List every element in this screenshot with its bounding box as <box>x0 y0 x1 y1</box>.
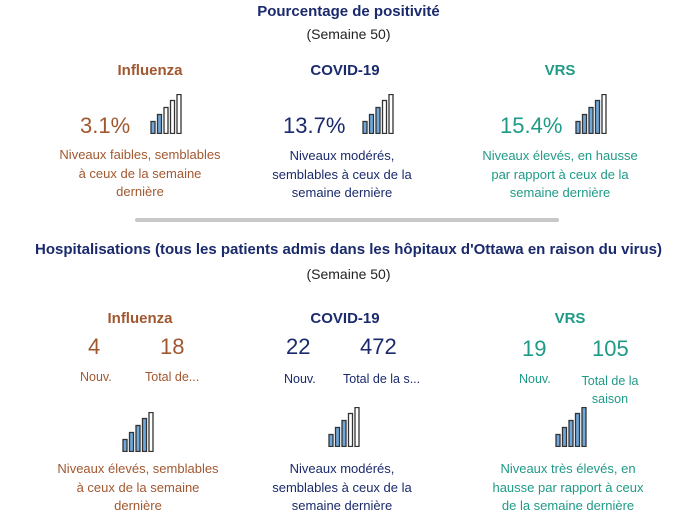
desc-line: dernière <box>116 184 164 199</box>
hospital-rsv-total-label: Total de la saison <box>572 372 648 408</box>
positivity-rsv-level-icon <box>575 94 607 134</box>
level-bar <box>388 94 394 134</box>
level-bar <box>328 433 334 447</box>
level-bar <box>381 99 388 134</box>
hospital-influenza-level-icon <box>122 412 154 452</box>
hospital-covid-label: COVID-19 <box>310 310 380 327</box>
hospital-title: Hospitalisations (tous les patients admi… <box>34 241 663 258</box>
positivity-title: Pourcentage de positivité <box>257 3 440 20</box>
positivity-rsv-label: VRS <box>544 62 576 79</box>
hospital-covid-new-label: Nouv. <box>284 372 316 386</box>
level-bar <box>555 433 561 447</box>
positivity-week: (Semaine 50) <box>306 26 391 42</box>
level-bar <box>156 113 163 134</box>
positivity-covid-label: COVID-19 <box>310 62 380 79</box>
desc-line: semaine dernière <box>291 185 393 200</box>
desc-line: Niveaux modérés, <box>289 461 395 476</box>
positivity-covid-desc: Niveaux modérés, semblables à ceux de la… <box>242 147 442 203</box>
signal-bars-icon <box>328 407 360 447</box>
level-bar <box>581 113 588 134</box>
level-bar <box>574 412 581 447</box>
level-bar <box>148 412 154 452</box>
total-label-line: saison <box>591 392 629 406</box>
level-bar <box>122 438 128 452</box>
level-bar <box>128 431 135 452</box>
positivity-influenza-level-icon <box>150 94 182 134</box>
hospital-rsv-total-value: 105 <box>592 336 629 361</box>
signal-bars-icon <box>555 407 587 447</box>
desc-line: de la semaine dernière <box>501 498 635 513</box>
hospital-influenza-label: Influenza <box>107 310 173 327</box>
level-bar <box>588 106 594 134</box>
desc-line: à ceux de la semaine <box>76 479 200 495</box>
section-divider <box>135 218 559 222</box>
desc-line: semaine dernière <box>509 185 611 200</box>
level-bar <box>362 120 368 134</box>
level-bar <box>594 99 601 134</box>
desc-line: dernière <box>114 498 162 513</box>
level-bar <box>581 407 587 447</box>
level-bar <box>334 426 341 447</box>
desc-line: Niveaux très élevés, en <box>500 461 636 476</box>
level-bar <box>135 424 141 452</box>
hospital-influenza-desc: Niveaux élevés, semblables à ceux de la … <box>38 460 238 516</box>
level-bar <box>375 106 381 134</box>
hospital-covid-desc: Niveaux modérés, semblables à ceux de la… <box>242 460 442 516</box>
hospital-influenza-total-label: Total de... <box>145 370 200 384</box>
hospital-covid-total-label: Total de la s... <box>343 372 421 386</box>
positivity-rsv-value: 15.4% <box>500 113 563 138</box>
level-bar <box>575 120 581 134</box>
hospital-rsv-desc: Niveaux très élevés, en hausse par rappo… <box>468 460 668 516</box>
hospital-rsv-label: VRS <box>554 310 586 327</box>
desc-line: Niveaux modérés, <box>289 148 395 163</box>
positivity-influenza-label: Influenza <box>117 62 183 79</box>
positivity-covid-value: 13.7% <box>283 113 346 138</box>
level-bar <box>163 106 169 134</box>
desc-line: Niveaux élevés, semblables <box>57 461 219 476</box>
level-bar <box>368 113 375 134</box>
level-bar <box>561 426 568 447</box>
level-bar <box>568 419 574 447</box>
level-bar <box>141 417 148 452</box>
hospital-influenza-new-value: 4 <box>88 334 101 359</box>
level-bar <box>176 94 182 134</box>
total-label-line: Total de la <box>581 374 639 388</box>
positivity-rsv-desc: Niveaux élevés, en hausse par rapport à … <box>460 147 660 203</box>
level-bar <box>341 419 347 447</box>
desc-line: Niveaux élevés, en hausse <box>482 148 638 163</box>
hospital-covid-total-value: 472 <box>360 334 397 359</box>
hospital-covid-level-icon <box>328 407 360 447</box>
hospital-rsv-new-label: Nouv. <box>519 372 551 386</box>
hospital-covid-new-value: 22 <box>286 334 311 359</box>
desc-line: semblables à ceux de la <box>272 479 412 495</box>
signal-bars-icon <box>575 94 607 134</box>
positivity-covid-level-icon <box>362 94 394 134</box>
signal-bars-icon <box>150 94 182 134</box>
level-bar <box>354 407 360 447</box>
level-bar <box>150 120 156 134</box>
signal-bars-icon <box>122 412 154 452</box>
signal-bars-icon <box>362 94 394 134</box>
level-bar <box>601 94 607 134</box>
positivity-influenza-desc: Niveaux faibles, semblables à ceux de la… <box>40 146 240 202</box>
hospital-influenza-total-value: 18 <box>160 334 185 359</box>
hospital-rsv-level-icon <box>555 407 587 447</box>
desc-line: Niveaux faibles, semblables <box>59 147 221 162</box>
hospital-rsv-new-value: 19 <box>522 336 547 361</box>
level-bar <box>347 412 354 447</box>
positivity-influenza-value: 3.1% <box>80 113 131 138</box>
desc-line: semaine dernière <box>291 498 393 513</box>
desc-line: par rapport à ceux de la <box>491 166 629 182</box>
desc-line: à ceux de la semaine <box>78 165 202 181</box>
hospital-week: (Semaine 50) <box>306 266 391 282</box>
level-bar <box>169 99 176 134</box>
desc-line: hausse par rapport à ceux <box>492 479 644 495</box>
desc-line: semblables à ceux de la <box>272 166 412 182</box>
hospital-influenza-new-label: Nouv. <box>80 370 112 384</box>
